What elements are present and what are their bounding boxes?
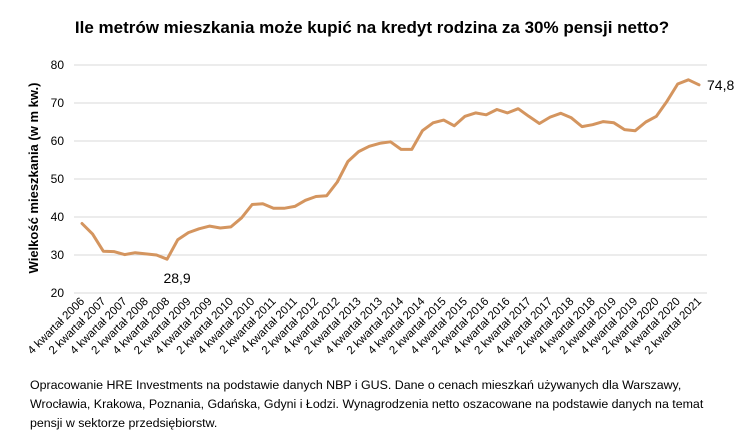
- data-point: [325, 194, 328, 197]
- y-tick-label: 50: [51, 172, 65, 186]
- data-point: [91, 232, 94, 236]
- data-point: [261, 202, 265, 205]
- data-point: [102, 250, 105, 253]
- data-point: [548, 115, 552, 119]
- data-point: [123, 253, 126, 256]
- y-tick-label: 20: [51, 286, 65, 300]
- chart-title: Ile metrów mieszkania może kupić na kred…: [74, 18, 670, 37]
- source-footnote: Opracowanie HRE Investments na podstawie…: [30, 378, 704, 430]
- data-point: [644, 120, 648, 124]
- data-point: [538, 122, 541, 125]
- data-point: [272, 207, 275, 210]
- data-point: [80, 222, 84, 225]
- data-point: [336, 180, 339, 184]
- y-tick-label: 70: [51, 96, 65, 110]
- y-axis-label: Wielkość mieszkania (w m kw.): [26, 83, 41, 274]
- data-point: [495, 108, 499, 111]
- data-point: [516, 107, 520, 110]
- data-point: [133, 251, 137, 254]
- data-point: [602, 120, 605, 123]
- data-point: [399, 148, 403, 151]
- data-point: [389, 140, 392, 143]
- data-point: [591, 123, 594, 126]
- data-point: [623, 128, 626, 131]
- y-tick-label: 40: [51, 210, 65, 224]
- data-point: [655, 115, 658, 118]
- data-labels: 28,9 74,8: [163, 77, 734, 286]
- data-point: [357, 150, 360, 153]
- data-point: [240, 216, 243, 219]
- data-point: [527, 115, 530, 118]
- data-point: [559, 112, 562, 115]
- data-point: [612, 121, 616, 124]
- series-points: [80, 78, 701, 261]
- series-line: [80, 78, 701, 261]
- data-point: [304, 199, 307, 202]
- data-point: [112, 250, 116, 253]
- data-point: [453, 124, 456, 128]
- data-point: [165, 257, 169, 261]
- data-point: [633, 129, 637, 132]
- data-point: [251, 203, 254, 206]
- data-point: [687, 78, 690, 82]
- data-point: [474, 111, 477, 115]
- data-point: [676, 82, 679, 86]
- data-point: [665, 99, 669, 103]
- data-label: 74,8: [707, 77, 734, 93]
- data-point: [421, 129, 424, 132]
- data-point: [197, 227, 201, 230]
- data-point: [697, 83, 701, 86]
- data-point: [410, 148, 413, 151]
- data-point: [155, 253, 158, 257]
- data-point: [229, 225, 233, 229]
- y-axis-ticks: 20 30 40 50 60 70 80: [51, 58, 65, 300]
- data-point: [378, 142, 382, 145]
- data-point: [176, 238, 179, 241]
- data-label: 28,9: [163, 270, 190, 286]
- data-point: [282, 207, 286, 210]
- data-point: [431, 121, 435, 124]
- data-point: [506, 111, 509, 115]
- data-point: [463, 115, 467, 118]
- data-point: [570, 116, 573, 120]
- data-point: [314, 195, 318, 198]
- data-point: [208, 224, 211, 228]
- data-point: [144, 252, 148, 256]
- data-point: [293, 205, 296, 208]
- data-point: [346, 160, 350, 163]
- data-point: [442, 118, 445, 122]
- data-point: [187, 231, 190, 234]
- y-tick-label: 80: [51, 58, 65, 72]
- y-tick-label: 60: [51, 134, 65, 148]
- y-tick-label: 30: [51, 248, 65, 262]
- data-point: [485, 113, 488, 116]
- data-point: [580, 125, 584, 128]
- data-point: [219, 226, 222, 230]
- data-point: [368, 145, 371, 148]
